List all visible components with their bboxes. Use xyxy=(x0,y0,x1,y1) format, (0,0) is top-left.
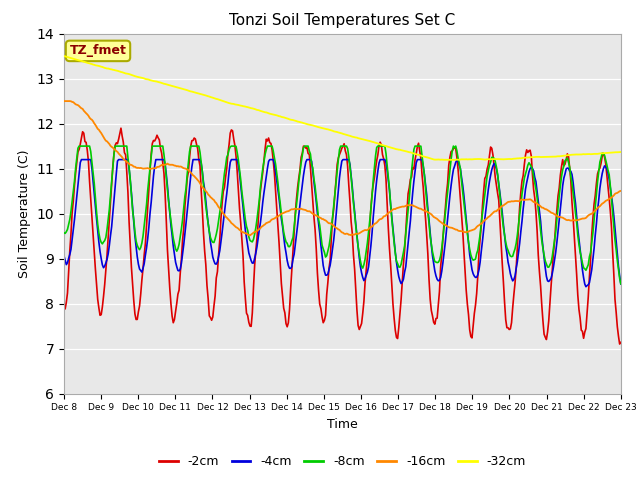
Legend: -2cm, -4cm, -8cm, -16cm, -32cm: -2cm, -4cm, -8cm, -16cm, -32cm xyxy=(154,450,531,473)
Y-axis label: Soil Temperature (C): Soil Temperature (C) xyxy=(18,149,31,278)
Text: TZ_fmet: TZ_fmet xyxy=(70,44,127,58)
Title: Tonzi Soil Temperatures Set C: Tonzi Soil Temperatures Set C xyxy=(229,13,456,28)
X-axis label: Time: Time xyxy=(327,418,358,431)
